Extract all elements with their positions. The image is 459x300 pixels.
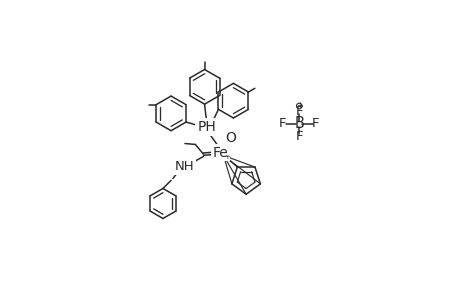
Text: +: + — [296, 101, 302, 110]
Text: F: F — [295, 105, 302, 118]
Text: O: O — [225, 131, 235, 146]
Text: B: B — [294, 116, 303, 131]
Text: PH: PH — [197, 120, 216, 134]
Text: F: F — [311, 117, 319, 130]
Text: Fe: Fe — [213, 146, 228, 160]
Text: +: + — [224, 154, 230, 160]
Text: NH: NH — [175, 160, 194, 173]
Text: PH: PH — [197, 120, 216, 134]
Text: F: F — [279, 117, 286, 130]
Text: Fe: Fe — [213, 146, 228, 160]
Text: +: + — [224, 154, 230, 160]
Text: F: F — [295, 130, 302, 143]
